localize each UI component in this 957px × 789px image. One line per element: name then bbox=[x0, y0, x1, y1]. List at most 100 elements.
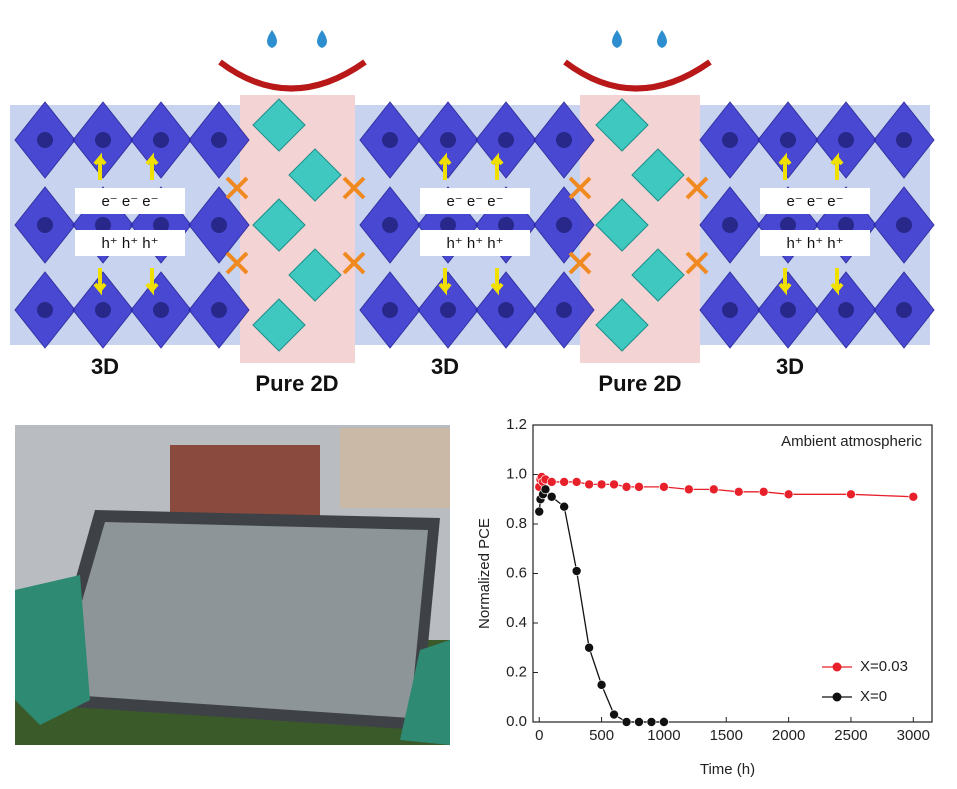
annotation: Ambient atmospheric bbox=[781, 433, 922, 450]
octahedron-2d bbox=[288, 148, 342, 202]
data-point bbox=[571, 566, 582, 576]
atom bbox=[382, 302, 398, 318]
cross bbox=[685, 251, 709, 275]
arrow-down bbox=[145, 268, 159, 296]
data-point bbox=[659, 482, 669, 492]
data-point bbox=[546, 477, 557, 487]
label-box bbox=[75, 188, 185, 214]
octahedron-2d bbox=[252, 198, 306, 252]
atom bbox=[37, 302, 53, 318]
electrons: e⁻ e⁻ e⁻ bbox=[786, 193, 843, 210]
legend-label: X=0.03 bbox=[860, 658, 908, 675]
atom bbox=[95, 302, 111, 318]
arrow-up bbox=[778, 152, 792, 180]
arrow-up bbox=[830, 152, 844, 180]
arrow-down bbox=[830, 268, 844, 296]
arrow bbox=[218, 59, 367, 92]
label-box bbox=[420, 230, 530, 256]
water-drop bbox=[267, 30, 667, 48]
building bbox=[170, 445, 320, 520]
x-tick-label: 0 bbox=[535, 727, 543, 744]
atom bbox=[896, 302, 912, 318]
data-point bbox=[908, 491, 919, 502]
data-point bbox=[534, 506, 545, 517]
data-point bbox=[584, 479, 594, 490]
data-point bbox=[621, 717, 632, 727]
y-tick-label: 0.4 bbox=[506, 614, 527, 631]
cross bbox=[568, 176, 592, 200]
atom bbox=[498, 132, 514, 148]
arrow-up bbox=[93, 152, 107, 180]
label-3d: 3D bbox=[431, 354, 459, 379]
legend-marker bbox=[832, 692, 842, 702]
legend-label: X=0 bbox=[860, 688, 887, 705]
data-point bbox=[659, 717, 669, 727]
cross bbox=[342, 176, 366, 200]
y-tick-label: 0.8 bbox=[506, 515, 527, 532]
atom bbox=[95, 217, 111, 233]
arrow-down bbox=[93, 268, 107, 296]
data-point bbox=[708, 484, 719, 495]
atom bbox=[780, 132, 796, 148]
atom bbox=[838, 302, 854, 318]
x-tick-label: 3000 bbox=[897, 727, 930, 744]
data-point bbox=[559, 477, 569, 487]
x-tick-label: 1000 bbox=[647, 727, 680, 744]
octahedron-2d bbox=[595, 298, 649, 352]
y-tick-label: 0.2 bbox=[506, 663, 527, 680]
data-point bbox=[646, 717, 657, 727]
atom bbox=[498, 217, 514, 233]
y-tick-label: 0.6 bbox=[506, 564, 527, 581]
atom bbox=[37, 217, 53, 233]
cross bbox=[568, 251, 592, 275]
x-axis-label: Time (h) bbox=[700, 761, 755, 778]
arrow-down bbox=[490, 268, 504, 296]
y-tick-label: 0.0 bbox=[506, 713, 527, 730]
atom bbox=[556, 217, 572, 233]
glove bbox=[15, 575, 90, 725]
arrow-up bbox=[490, 152, 504, 180]
atom bbox=[153, 132, 169, 148]
label-box bbox=[760, 230, 870, 256]
arrow-up bbox=[438, 152, 452, 180]
label-box bbox=[75, 230, 185, 256]
holes: h⁺ h⁺ h⁺ bbox=[786, 235, 843, 252]
arrow-down bbox=[778, 268, 792, 296]
data-point bbox=[684, 484, 694, 495]
x-tick-label: 500 bbox=[589, 727, 614, 744]
atom bbox=[211, 302, 227, 318]
octahedron-2d bbox=[288, 248, 342, 302]
plot-frame bbox=[532, 424, 933, 723]
atom bbox=[896, 132, 912, 148]
chart: 0.0 0.2 0.4 0.6 0.8 1.0 1.2 0 500 1000 1500 2000 250… bbox=[476, 416, 933, 778]
atom bbox=[838, 132, 854, 148]
label-box bbox=[760, 188, 870, 214]
label-3d: 3D bbox=[776, 354, 804, 379]
glove bbox=[400, 640, 450, 745]
data-point bbox=[540, 484, 551, 495]
atom bbox=[722, 132, 738, 148]
octahedron-2d bbox=[595, 98, 649, 152]
holes: h⁺ h⁺ h⁺ bbox=[101, 235, 158, 252]
photo bbox=[15, 425, 450, 745]
data-point bbox=[783, 489, 794, 500]
atom bbox=[780, 302, 796, 318]
data-point bbox=[609, 709, 619, 720]
y-tick-label: 1.2 bbox=[506, 416, 527, 433]
octahedron-2d bbox=[631, 248, 685, 302]
atom bbox=[153, 302, 169, 318]
cross bbox=[342, 251, 366, 275]
y-axis-label: Normalized PCE bbox=[476, 518, 493, 629]
label-3d: 3D bbox=[91, 354, 119, 379]
label-box bbox=[420, 188, 530, 214]
cross bbox=[225, 176, 249, 200]
atom bbox=[382, 132, 398, 148]
schematic: e⁻ e⁻ e⁻ h⁺ h⁺ h⁺ 3D e⁻ e⁻ e⁻ h⁺ h⁺ h⁺ 3D e⁻ e… bbox=[10, 30, 935, 396]
legend-marker bbox=[832, 662, 842, 672]
data-point bbox=[733, 487, 744, 497]
label-2d: Pure 2D bbox=[598, 371, 681, 396]
atom bbox=[780, 217, 796, 233]
data-point bbox=[584, 642, 594, 653]
octahedron-2d bbox=[252, 298, 306, 352]
